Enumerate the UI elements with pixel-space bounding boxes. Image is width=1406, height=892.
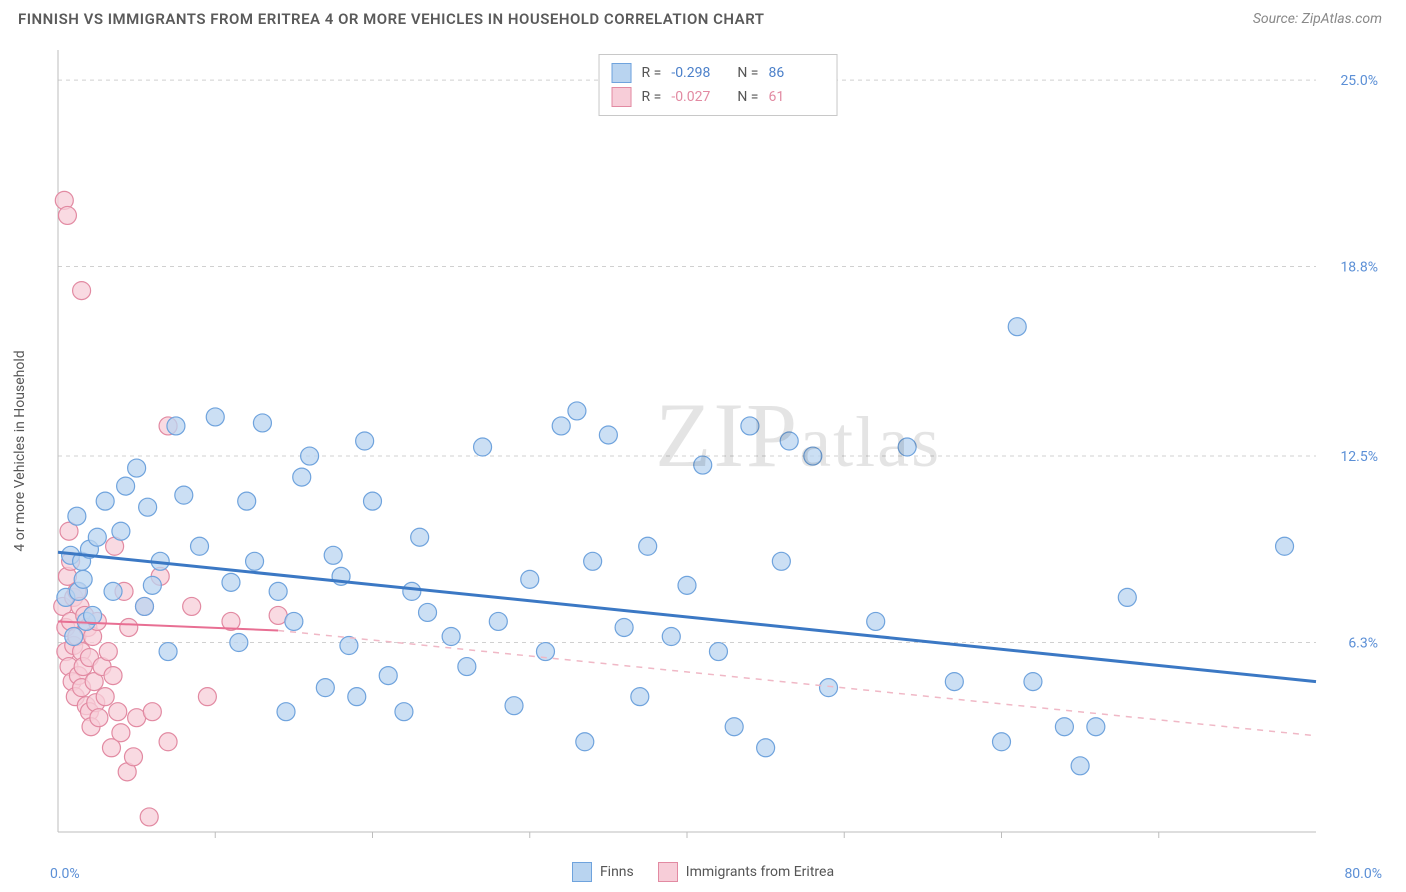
series-swatch (612, 63, 632, 83)
chart-title: FINNISH VS IMMIGRANTS FROM ERITREA 4 OR … (18, 10, 764, 28)
correlation-row: R = -0.298 N = 86 (612, 61, 825, 85)
legend-label: Finns (600, 864, 634, 880)
r-value: -0.027 (671, 89, 727, 105)
scatter-plot: 6.3% 12.5% 18.8% 25.0% (50, 50, 1386, 852)
r-label: R = (642, 65, 662, 81)
n-label: N = (737, 65, 758, 81)
n-value: 61 (768, 89, 824, 105)
chart-container: 4 or more Vehicles in Household 6.3%12.5… (50, 50, 1386, 852)
svg-text:18.8%: 18.8% (1340, 260, 1378, 276)
n-value: 86 (768, 65, 824, 81)
chart-source: Source: ZipAtlas.com (1253, 11, 1382, 27)
series-swatch (572, 862, 592, 882)
legend-item: Immigrants from Eritrea (658, 862, 834, 882)
chart-header: FINNISH VS IMMIGRANTS FROM ERITREA 4 OR … (0, 0, 1406, 36)
legend-item: Finns (572, 862, 634, 882)
series-swatch (658, 862, 678, 882)
r-label: R = (642, 89, 662, 105)
correlation-legend: R = -0.298 N = 86 R = -0.027 N = 61 (599, 54, 838, 116)
series-swatch (612, 87, 632, 107)
r-value: -0.298 (671, 65, 727, 81)
legend-label: Immigrants from Eritrea (686, 864, 834, 880)
svg-text:25.0%: 25.0% (1340, 73, 1378, 89)
series-legend: Finns Immigrants from Eritrea (0, 862, 1406, 882)
correlation-row: R = -0.027 N = 61 (612, 85, 825, 109)
n-label: N = (737, 89, 758, 105)
svg-text:6.3%: 6.3% (1348, 636, 1378, 652)
svg-text:12.5%: 12.5% (1340, 449, 1378, 465)
y-axis-label: 4 or more Vehicles in Household (12, 350, 28, 551)
